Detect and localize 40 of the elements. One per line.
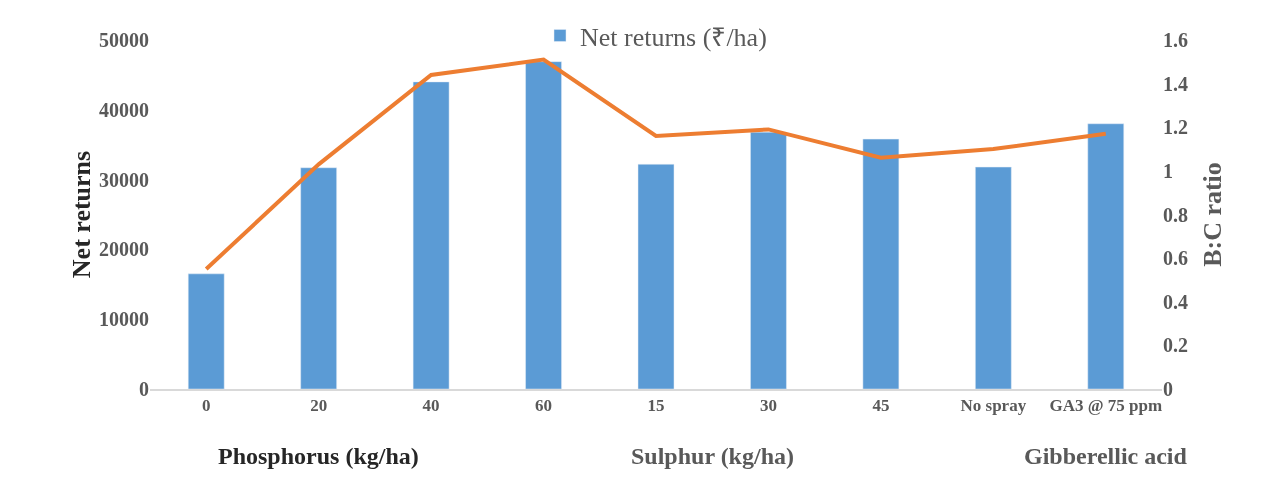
bar [525, 61, 562, 389]
y-tick-label: 50000 [99, 29, 149, 51]
legend-label: Net returns (₹/ha) [580, 22, 767, 52]
bar [637, 163, 675, 389]
y2-tick-label: 0.8 [1163, 203, 1188, 226]
y2-tick-label: 1.2 [1163, 116, 1188, 139]
bar [187, 273, 225, 389]
y2-tick-label: 0.6 [1163, 247, 1188, 270]
x-tick-label: 40 [422, 396, 440, 416]
y2-tick-label: 0 [1163, 378, 1173, 400]
y2-tick-label: 1 [1163, 159, 1173, 182]
y-tick-label: 0 [139, 378, 149, 400]
x-tick-label: 45 [872, 396, 890, 416]
bar [862, 138, 900, 389]
y-tick-label: 40000 [99, 98, 149, 121]
y2-tick-label: 0.2 [1163, 334, 1188, 357]
bar [975, 166, 1012, 389]
y-tick-label: 20000 [99, 238, 149, 261]
bar [750, 131, 787, 389]
y2-tick-label: 1.4 [1163, 72, 1188, 95]
text: Gibberellic acid [1024, 443, 1188, 469]
bar [300, 167, 337, 389]
x-tick-label: 60 [535, 396, 553, 416]
x-tick-label: GA3 @ 75 ppm [1049, 396, 1163, 416]
x-tick-label: No spray [960, 396, 1027, 416]
y2-tick-label: 1.6 [1163, 29, 1188, 51]
x-tick-label: 15 [647, 396, 665, 416]
x-tick-label: 20 [310, 396, 328, 416]
y-tick-label: 10000 [99, 308, 149, 331]
x-tick-label: 0 [201, 396, 211, 416]
text: Sulphur (kg/ha) [631, 443, 794, 469]
bar [412, 81, 450, 389]
y2-axis-title: B:C ratio [1197, 162, 1227, 267]
x-tick-label: 30 [759, 396, 777, 416]
text: Phosphorus (kg/ha) [218, 443, 419, 469]
line-series [204, 57, 1108, 272]
bar [1087, 123, 1125, 389]
y-tick-label: 30000 [99, 168, 149, 191]
y2-tick-label: 0.4 [1163, 290, 1188, 313]
y-axis-title: Net returns [67, 150, 97, 279]
